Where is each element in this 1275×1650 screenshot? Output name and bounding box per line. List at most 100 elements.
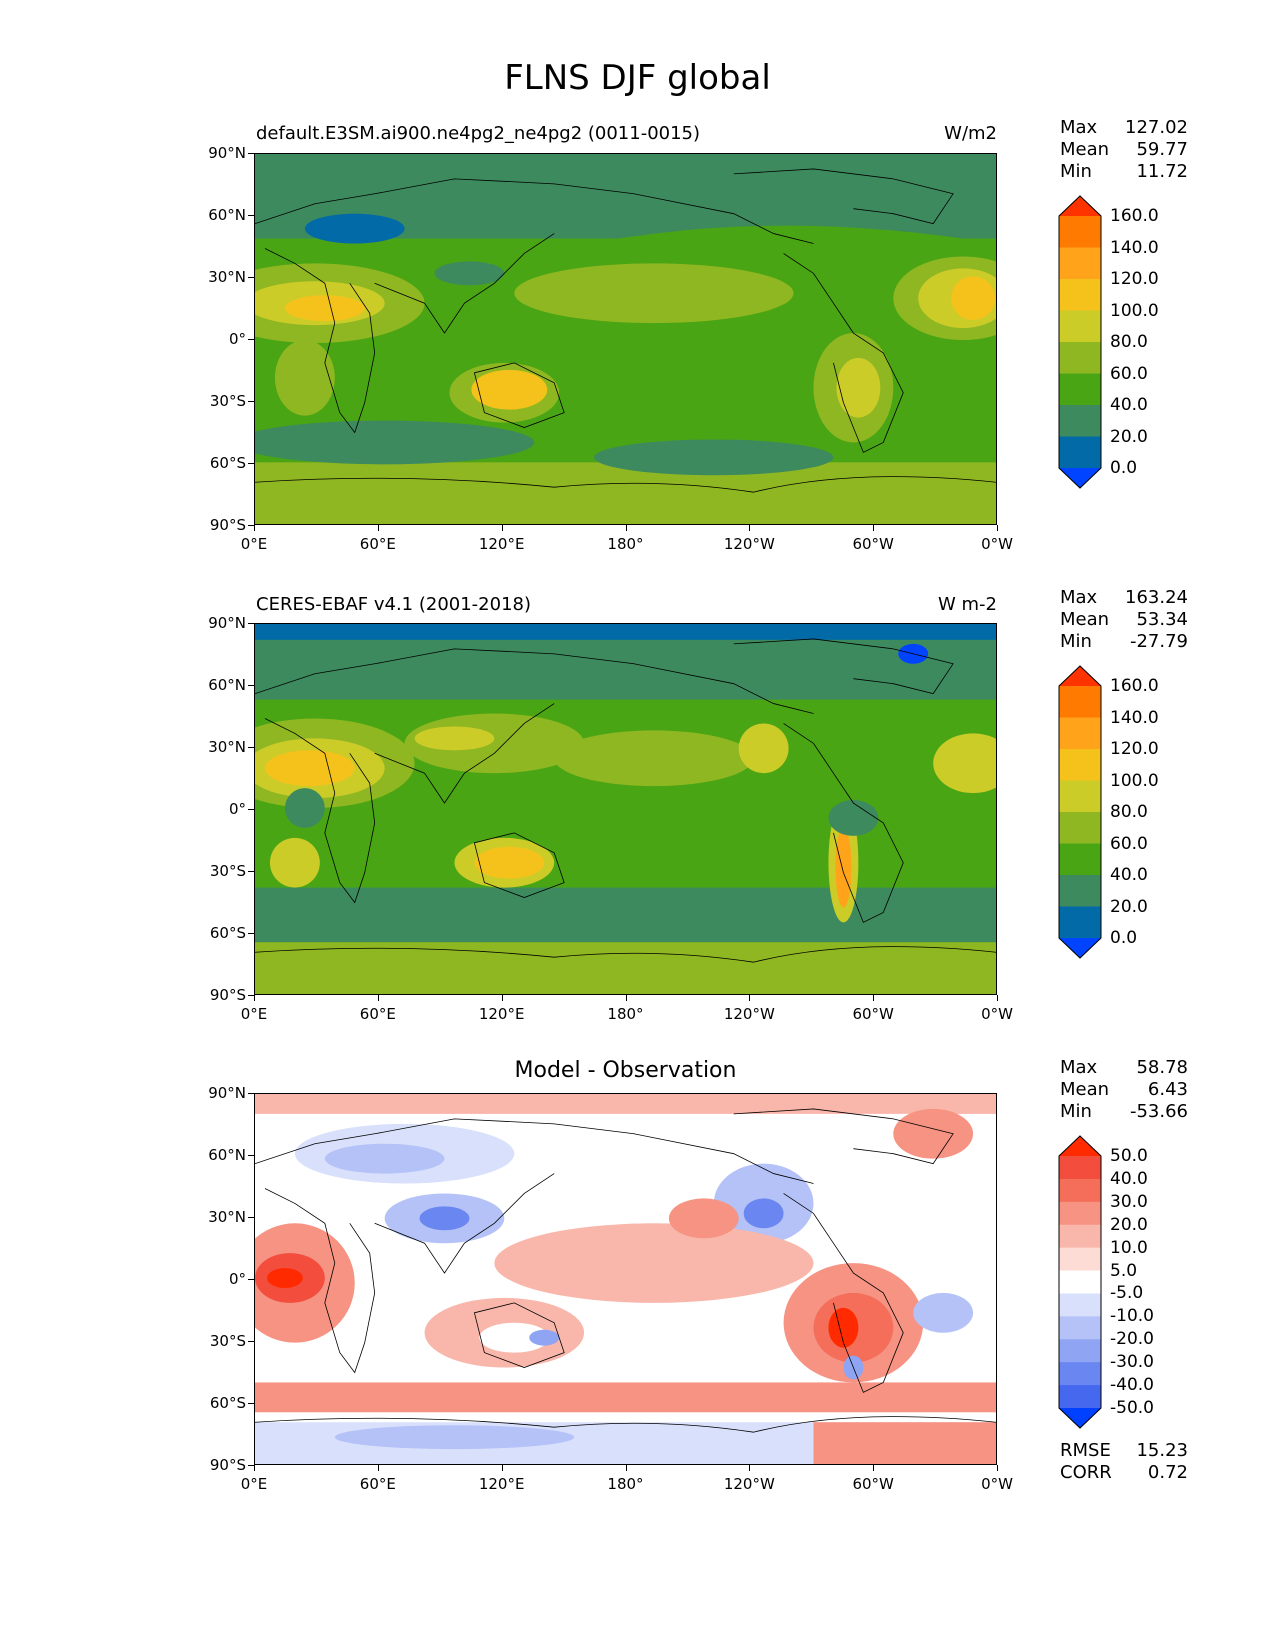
colorbar-tick-label: -50.0 <box>1110 1398 1154 1418</box>
lon-tick-mark <box>749 995 751 1001</box>
lon-tick-label: 60°W <box>852 1475 894 1493</box>
lat-tick-label: 90°S <box>209 986 246 1004</box>
lon-tick-mark <box>501 995 503 1001</box>
lon-tick-mark <box>749 1465 751 1471</box>
panel-2-field <box>255 624 996 994</box>
lat-tick-mark <box>248 623 254 624</box>
colorbar-tick-label: 140.0 <box>1110 707 1159 728</box>
stat-value: 0.72 <box>1147 1462 1188 1483</box>
lon-tick-label: 60°W <box>852 535 894 553</box>
colorbar-tick-label: -5.0 <box>1110 1283 1144 1304</box>
stat-label: RMSE <box>1060 1440 1111 1461</box>
lon-tick-mark <box>873 525 875 531</box>
lon-tick-label: 120°E <box>478 1475 525 1493</box>
stats-block: Max 163.24 Mean 53.34 Min -27.79 <box>1060 587 1188 653</box>
colorbar-tick-label: -40.0 <box>1110 1375 1154 1396</box>
lat-tick-mark <box>248 1403 254 1404</box>
colorbar-segment <box>1059 373 1101 406</box>
lon-tick-mark <box>997 995 998 1001</box>
colorbar-segment <box>1059 1362 1101 1386</box>
colorbar-segment <box>1059 405 1101 437</box>
lon-tick-mark <box>254 525 255 531</box>
stat-value: 6.43 <box>1147 1079 1188 1100</box>
lat-tick-mark <box>248 1093 254 1094</box>
stat-row: Min 11.72 <box>1060 161 1188 183</box>
lon-tick-label: 0°W <box>981 535 1013 553</box>
lon-tick-mark <box>377 1465 379 1471</box>
stat-value: 11.72 <box>1136 161 1188 182</box>
colorbar-tick-label: 160.0 <box>1110 206 1159 226</box>
lon-tick-mark <box>625 1465 627 1471</box>
stat-row: Min -27.79 <box>1060 631 1188 653</box>
lon-tick-mark <box>873 995 875 1001</box>
colorbar <box>1058 195 1102 489</box>
colorbar-tick-label: 140.0 <box>1110 237 1159 258</box>
lat-tick-label: 60°S <box>209 454 246 472</box>
lon-tick-label: 120°W <box>723 535 775 553</box>
panel-1-map <box>254 153 997 525</box>
panel-1-title: default.E3SM.ai900.ne4pg2_ne4pg2 (0011-0… <box>256 123 701 144</box>
colorbar-segment <box>1059 812 1101 844</box>
colorbar-tick-label: 60.0 <box>1110 363 1148 384</box>
stat-label: Max <box>1060 587 1098 608</box>
stat-value: 163.24 <box>1125 587 1188 608</box>
colorbar-segment <box>1059 1316 1101 1340</box>
stats-block: Max 127.02 Mean 59.77 Min 11.72 <box>1060 117 1188 183</box>
colorbar-tick-label: 100.0 <box>1110 300 1159 321</box>
colorbar-tick-label: 30.0 <box>1110 1191 1148 1212</box>
figure-title: FLNS DJF global <box>504 58 771 98</box>
stat-row: RMSE 15.23 <box>1060 1440 1188 1462</box>
colorbar-extend-bottom <box>1059 468 1101 488</box>
lon-tick-label: 0°E <box>240 535 268 553</box>
colorbar-segment <box>1059 1201 1101 1226</box>
lat-tick-label: 30°S <box>209 392 246 410</box>
stat-label: CORR <box>1060 1462 1112 1483</box>
stats-block: Max 58.78 Mean 6.43 Min -53.66 <box>1060 1057 1188 1123</box>
colorbar-tick-label: 20.0 <box>1110 426 1148 447</box>
colorbar-tick-label: 0.0 <box>1110 458 1138 478</box>
colorbar-extend-bottom <box>1059 1408 1101 1428</box>
lat-tick-label: 60°N <box>208 206 246 224</box>
colorbar-segment <box>1059 310 1101 343</box>
lat-tick-label: 30°N <box>208 738 246 756</box>
lon-tick-label: 60°E <box>359 535 396 553</box>
stat-value: 58.78 <box>1136 1057 1188 1078</box>
colorbar <box>1058 665 1102 959</box>
colorbar-segment <box>1059 216 1101 248</box>
stat-row: Max 163.24 <box>1060 587 1188 609</box>
lat-tick-label: 30°S <box>209 1332 246 1350</box>
lon-tick-mark <box>501 1465 503 1471</box>
lat-tick-label: 60°S <box>209 924 246 942</box>
panel-2-units: W m-2 <box>937 594 997 615</box>
lon-tick-label: 180° <box>607 1475 644 1493</box>
stat-row: Max 58.78 <box>1060 1057 1188 1079</box>
lon-tick-label: 0°E <box>240 1005 268 1023</box>
lat-tick-mark <box>248 153 254 154</box>
stat-value: 127.02 <box>1125 117 1188 138</box>
lat-tick-mark <box>248 1155 254 1156</box>
colorbar-tick-label: 40.0 <box>1110 1168 1148 1189</box>
lat-tick-mark <box>248 995 254 996</box>
lat-tick-mark <box>248 747 254 748</box>
colorbar-segment <box>1059 1156 1101 1180</box>
colorbar-tick-label: 160.0 <box>1110 676 1159 696</box>
rmse-corr-block: RMSE 15.23 CORR 0.72 <box>1060 1440 1188 1484</box>
stat-label: Mean <box>1060 1079 1110 1100</box>
lon-tick-mark <box>625 525 627 531</box>
lon-tick-mark <box>749 525 751 531</box>
stat-label: Max <box>1060 1057 1098 1078</box>
stat-label: Min <box>1060 1101 1092 1122</box>
colorbar-segment <box>1059 1339 1101 1363</box>
colorbar-segment <box>1059 1385 1101 1409</box>
lat-tick-label: 90°N <box>208 1084 246 1102</box>
lon-tick-mark <box>997 525 998 531</box>
stat-label: Mean <box>1060 139 1110 160</box>
colorbar-segment <box>1059 1247 1101 1272</box>
lon-tick-label: 180° <box>607 535 644 553</box>
colorbar-segment <box>1059 749 1101 781</box>
lat-tick-label: 30°N <box>208 268 246 286</box>
lat-tick-mark <box>248 339 254 340</box>
lat-tick-mark <box>248 277 254 278</box>
panel-3-field <box>255 1094 996 1464</box>
lat-tick-label: 0° <box>228 800 246 818</box>
